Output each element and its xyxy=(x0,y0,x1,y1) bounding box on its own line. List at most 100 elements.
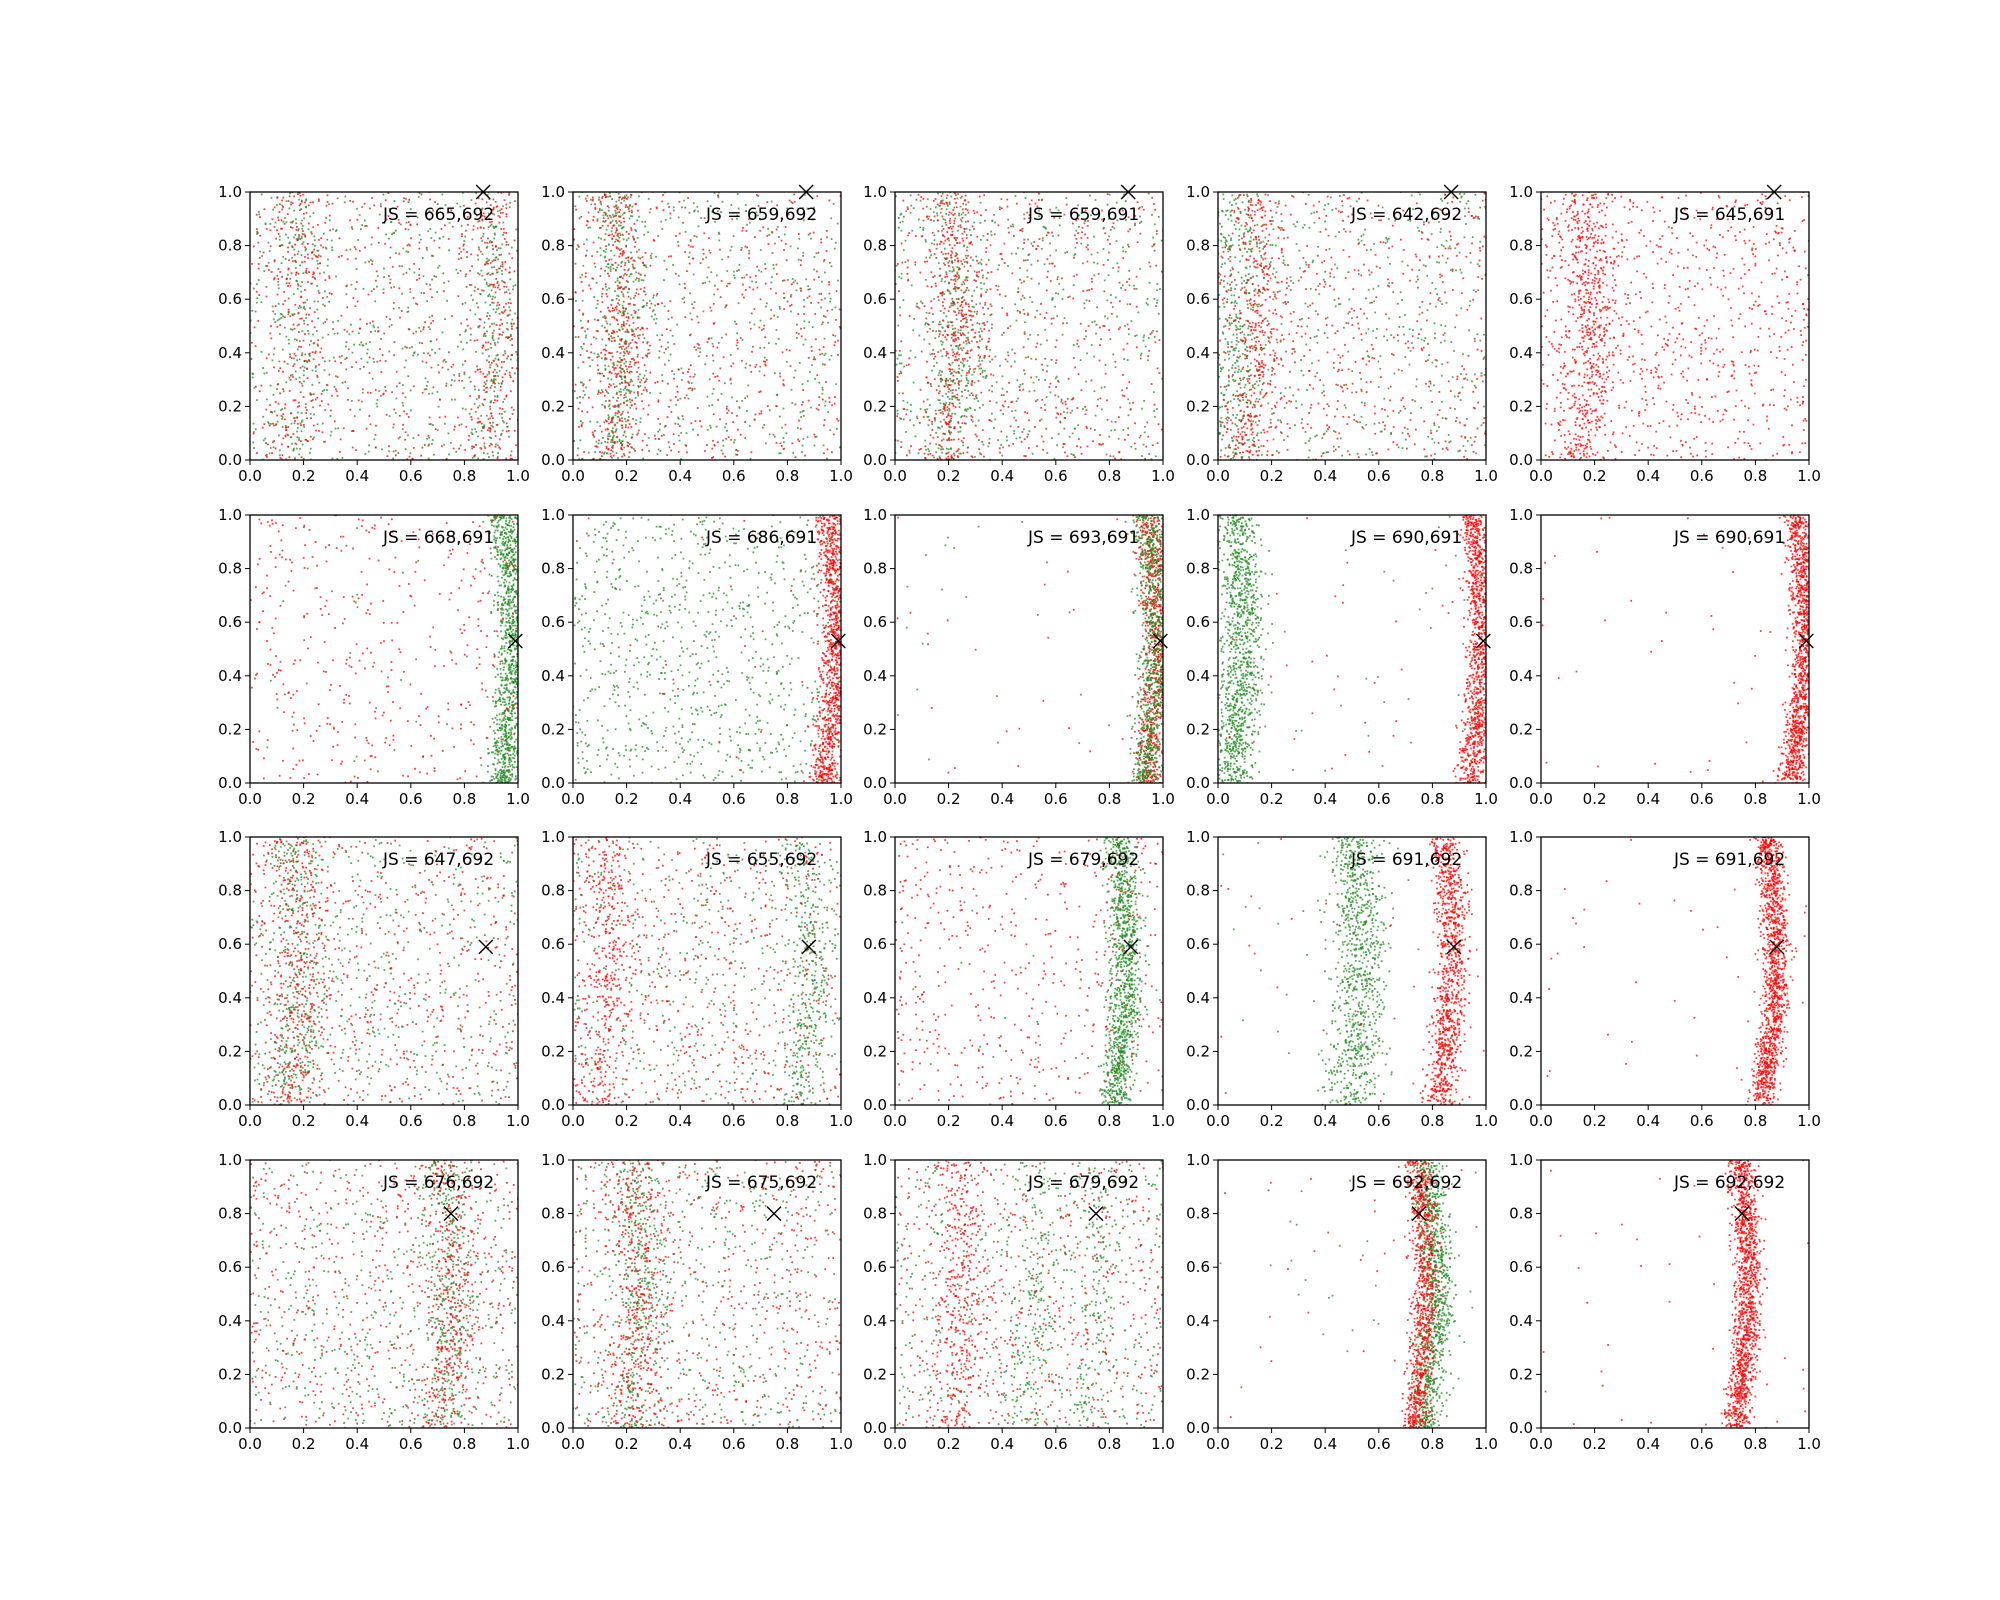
scatter-point xyxy=(291,221,294,224)
scatter-point xyxy=(482,212,485,215)
scatter-point xyxy=(1142,339,1145,342)
scatter-point xyxy=(928,450,931,452)
scatter-point xyxy=(585,386,588,389)
scatter-point xyxy=(618,196,621,199)
scatter-point xyxy=(657,400,660,403)
scatter-point xyxy=(899,306,902,309)
scatter-point xyxy=(340,254,343,257)
scatter-point xyxy=(582,313,585,316)
scatter-point xyxy=(802,343,805,346)
scatter-point xyxy=(260,350,263,353)
scatter-point xyxy=(390,220,393,223)
scatter-point xyxy=(279,324,282,327)
scatter-point xyxy=(1137,311,1140,314)
scatter-point xyxy=(280,262,283,265)
scatter-point xyxy=(1034,316,1037,319)
scatter-point xyxy=(1075,229,1078,232)
scatter-point xyxy=(505,232,508,234)
scatter-point xyxy=(641,220,644,223)
scatter-point xyxy=(782,379,785,382)
scatter-point xyxy=(269,422,272,425)
scatter-point xyxy=(416,353,419,356)
scatter-point xyxy=(1122,246,1124,249)
scatter-point xyxy=(735,344,738,347)
scatter-point xyxy=(609,370,611,373)
scatter-point xyxy=(513,270,516,273)
scatter-point xyxy=(817,408,820,411)
scatter-point xyxy=(353,415,356,418)
scatter-point xyxy=(458,375,461,377)
scatter-point xyxy=(639,257,642,260)
scatter-point xyxy=(587,211,590,214)
scatter-point xyxy=(293,236,295,239)
scatter-point xyxy=(1139,215,1141,218)
scatter-point xyxy=(1156,299,1159,302)
scatter-point xyxy=(956,377,959,380)
scatter-point xyxy=(343,201,346,204)
scatter-point xyxy=(652,309,655,312)
scatter-point xyxy=(606,420,608,423)
scatter-point xyxy=(460,235,463,238)
scatter-point xyxy=(902,399,905,402)
scatter-point xyxy=(958,214,960,217)
scatter-point xyxy=(619,356,621,359)
scatter-point xyxy=(813,206,815,209)
scatter-point xyxy=(642,389,645,392)
scatter-point xyxy=(310,400,313,402)
scatter-point xyxy=(965,336,968,339)
scatter-point xyxy=(978,323,981,325)
scatter-point xyxy=(287,285,289,288)
scatter-point xyxy=(802,207,804,209)
scatter-point xyxy=(630,314,633,316)
scatter-point xyxy=(957,346,960,349)
scatter-point xyxy=(297,228,300,231)
scatter-point xyxy=(1053,216,1056,219)
scatter-point xyxy=(427,326,430,328)
scatter-point xyxy=(311,399,314,402)
scatter-point xyxy=(615,214,618,217)
scatter-point xyxy=(608,192,611,194)
scatter-point xyxy=(1127,245,1130,248)
scatter-point xyxy=(782,407,785,410)
scatter-point xyxy=(977,419,980,422)
scatter-point xyxy=(490,437,493,439)
scatter-point xyxy=(611,355,614,358)
scatter-point xyxy=(614,212,617,215)
scatter-point xyxy=(794,403,797,406)
scatter-point xyxy=(495,249,498,252)
scatter-point xyxy=(711,342,714,345)
scatter-point xyxy=(470,253,473,256)
scatter-point xyxy=(629,342,632,344)
scatter-point xyxy=(278,318,281,321)
scatter-point xyxy=(277,278,280,280)
scatter-point xyxy=(948,270,951,272)
scatter-point xyxy=(986,288,988,291)
scatter-point xyxy=(607,195,609,198)
scatter-point xyxy=(391,233,393,236)
scatter-point xyxy=(644,220,647,223)
scatter-point xyxy=(1141,205,1144,208)
scatter-point xyxy=(470,333,472,336)
scatter-point xyxy=(591,431,594,434)
scatter-point xyxy=(597,368,600,371)
scatter-point xyxy=(628,384,631,386)
scatter-point xyxy=(926,215,929,218)
scatter-point xyxy=(943,433,946,436)
scatter-point xyxy=(735,453,737,456)
scatter-point xyxy=(934,206,937,209)
scatter-point xyxy=(627,196,629,199)
scatter-point xyxy=(355,361,358,364)
scatter-point xyxy=(594,265,597,268)
scatter-point xyxy=(388,450,390,453)
scatter-point xyxy=(756,265,759,268)
scatter-point xyxy=(496,210,499,213)
scatter-point xyxy=(796,426,799,429)
scatter-point xyxy=(577,447,579,450)
scatter-point xyxy=(378,213,381,216)
scatter-point xyxy=(772,433,775,436)
scatter-point xyxy=(617,323,619,326)
scatter-point xyxy=(824,404,826,407)
scatter-point xyxy=(989,348,992,351)
scatter-point xyxy=(908,451,911,454)
scatter-point xyxy=(902,299,905,302)
